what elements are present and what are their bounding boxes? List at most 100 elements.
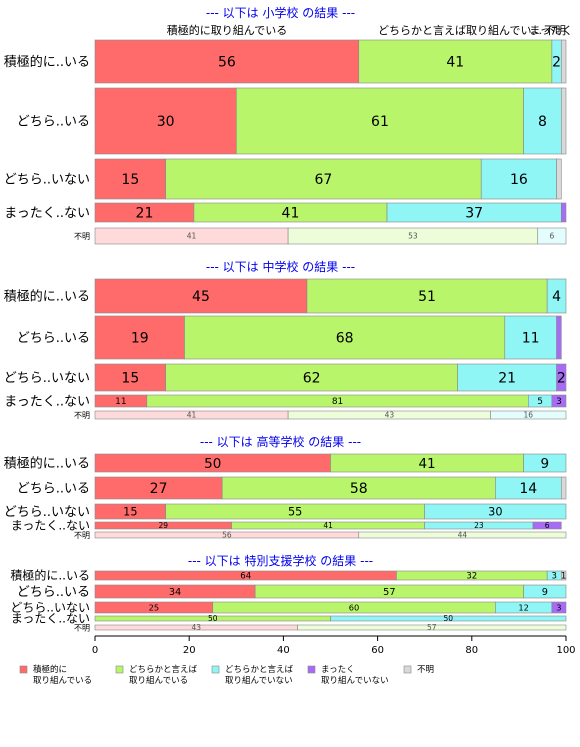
bar-row: どちら..いる 30 61 8 bbox=[17, 87, 567, 155]
panel-title: --- 以下は 小学校 の結果 --- bbox=[206, 5, 355, 20]
bar-row: どちら..いる 27 58 14 bbox=[17, 476, 567, 500]
data-label: 9 bbox=[542, 587, 548, 598]
bar-segment-s4 bbox=[532, 521, 562, 530]
bar-segment-s5 bbox=[556, 158, 562, 200]
data-label: 50 bbox=[443, 614, 453, 623]
data-label: 1 bbox=[561, 572, 566, 582]
data-label: 23 bbox=[474, 521, 484, 530]
data-label: 37 bbox=[465, 206, 483, 222]
row-label: まったく..ない bbox=[11, 519, 90, 533]
panel-1: --- 以下は 小学校 の結果 --- 積極的に..いる 56 41 2 どちら..いる 3… bbox=[4, 5, 567, 245]
data-label: 11 bbox=[522, 331, 540, 347]
data-label: 3 bbox=[556, 602, 561, 612]
row-label: どちら..いない bbox=[4, 371, 90, 386]
bar-row: まったく..ない 29 41 23 6 bbox=[11, 519, 562, 533]
legend-label: どちらかと言えば bbox=[129, 664, 198, 675]
bar-row: どちら..いない 15 62 21 2 bbox=[4, 363, 567, 392]
row-label: 積極的に..いる bbox=[4, 456, 90, 472]
bar-segment-s5 bbox=[560, 476, 567, 500]
x-tick-label: 80 bbox=[465, 645, 478, 656]
bar-segment-s3 bbox=[523, 453, 567, 473]
data-label: 5 bbox=[537, 397, 543, 407]
data-label: 58 bbox=[350, 481, 368, 497]
data-label: 27 bbox=[150, 481, 168, 497]
bar-row: 積極的に..いる 56 41 2 bbox=[4, 39, 567, 84]
data-label: 2 bbox=[552, 55, 561, 71]
legend-item-s5: 不明 bbox=[403, 665, 434, 675]
bar-segment-s3 bbox=[424, 503, 567, 520]
bar-segment-s1 bbox=[94, 363, 166, 392]
x-tick-label: 100 bbox=[556, 645, 575, 656]
bar-segment-s3 bbox=[537, 227, 567, 245]
legend-label: 取り組んでいる bbox=[33, 675, 92, 686]
bar-segment-s1 bbox=[94, 278, 308, 314]
data-label: 15 bbox=[121, 172, 139, 188]
bar-segment-s2 bbox=[165, 158, 482, 200]
x-tick-label: 40 bbox=[277, 645, 290, 656]
data-label: 19 bbox=[131, 331, 149, 347]
data-label: 30 bbox=[488, 506, 502, 519]
data-label: 11 bbox=[115, 397, 126, 407]
bar-segment-s5 bbox=[560, 87, 567, 155]
bar-segment-s2 bbox=[358, 39, 553, 84]
legend-label: まったく bbox=[321, 665, 355, 675]
row-label: どちら..いる bbox=[17, 115, 90, 130]
bar-row: どちら..いない 15 67 16 bbox=[4, 158, 562, 200]
legend-swatch bbox=[115, 665, 124, 674]
bar-segment-s4 bbox=[551, 394, 567, 408]
header-label: まったく bbox=[529, 24, 573, 37]
row-label: まったく..ない bbox=[11, 612, 90, 626]
data-label: 15 bbox=[121, 371, 139, 387]
data-label: 21 bbox=[498, 371, 516, 387]
data-label: 4 bbox=[552, 289, 561, 305]
legend-label: 取り組んでいる bbox=[129, 675, 188, 686]
bar-row: 不明 56 44 bbox=[74, 531, 567, 540]
bar-segment-s2 bbox=[358, 531, 567, 539]
data-label: 8 bbox=[538, 114, 547, 130]
bar-segment-s3 bbox=[480, 158, 557, 200]
legend-label: 取り組んでいない bbox=[321, 675, 389, 686]
bar-segment-s1 bbox=[94, 158, 166, 200]
data-label: 15 bbox=[123, 506, 137, 519]
bar-row: どちら..いる 19 68 11 bbox=[17, 315, 562, 360]
bar-segment-s4 bbox=[551, 601, 567, 614]
data-label: 41 bbox=[187, 232, 197, 241]
legend-swatch bbox=[211, 665, 220, 674]
header-label: 不明 bbox=[544, 24, 566, 37]
row-label: 積極的に..いる bbox=[10, 568, 90, 583]
bar-segment-s5 bbox=[560, 39, 567, 84]
legend-swatch bbox=[403, 665, 412, 674]
bar-segment-s1 bbox=[94, 39, 360, 84]
panel-2: --- 以下は 中学校 の結果 --- 積極的に..いる 45 51 4 どちら..いる 1… bbox=[4, 259, 567, 420]
data-label: 45 bbox=[192, 289, 210, 305]
data-label: 29 bbox=[159, 521, 169, 530]
bar-row: どちら..いない 15 55 30 bbox=[4, 503, 567, 520]
data-label: 44 bbox=[458, 531, 468, 540]
bar-segment-s3 bbox=[504, 315, 557, 360]
data-label: 41 bbox=[323, 521, 333, 530]
data-label: 62 bbox=[303, 371, 321, 387]
bar-row: 積極的に..いる 45 51 4 bbox=[4, 278, 567, 314]
panel-4: --- 以下は 特別支援学校 の結果 ---積極的に..いる 64 32 3 1どちら.… bbox=[10, 553, 566, 632]
legend-label: 不明 bbox=[417, 665, 434, 675]
row-label: 積極的に..いる bbox=[4, 54, 90, 70]
data-label: 2 bbox=[557, 371, 566, 387]
bar-segment-s4 bbox=[560, 202, 567, 223]
data-label: 60 bbox=[349, 602, 360, 612]
data-label: 32 bbox=[466, 572, 477, 582]
panel-title: --- 以下は 特別支援学校 の結果 --- bbox=[188, 553, 373, 568]
bar-row: まったく..ない 21 41 37 bbox=[4, 202, 567, 223]
bar-row: まったく..ない 11 81 5 3 bbox=[4, 394, 567, 410]
legend-label: どちらかと言えば bbox=[225, 664, 294, 675]
data-label: 34 bbox=[169, 587, 181, 598]
data-label: 3 bbox=[551, 572, 556, 582]
bar-segment-s4 bbox=[556, 315, 562, 360]
row-label: 不明 bbox=[74, 232, 90, 241]
data-label: 51 bbox=[418, 289, 436, 305]
panel-title: --- 以下は 高等学校 の結果 --- bbox=[200, 434, 361, 449]
bar-segment-s3 bbox=[330, 615, 567, 622]
data-label: 41 bbox=[418, 456, 435, 472]
legend-label: 積極的に bbox=[33, 664, 67, 675]
